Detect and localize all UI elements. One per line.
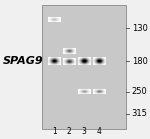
Text: 2: 2 [67, 127, 72, 136]
Text: 180: 180 [132, 57, 148, 66]
Text: 4: 4 [97, 127, 102, 136]
Text: 130: 130 [132, 24, 148, 33]
FancyBboxPatch shape [42, 5, 126, 129]
Text: 315: 315 [132, 109, 148, 118]
Text: 3: 3 [82, 127, 87, 136]
Text: 250: 250 [132, 87, 148, 96]
Text: 1: 1 [52, 127, 57, 136]
Text: SPAG9: SPAG9 [3, 56, 43, 66]
